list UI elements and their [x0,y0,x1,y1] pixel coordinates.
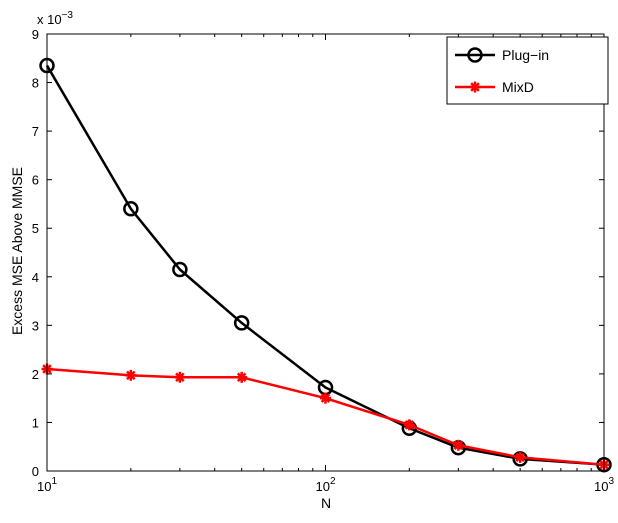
y-tick-label: 1 [32,415,39,430]
data-point-1 [320,392,331,404]
data-point-0 [172,261,188,278]
data-point-1 [174,371,186,383]
legend: Plug−in MixD [446,36,609,105]
legend-label-1: MixD [502,79,534,95]
y-tick-label: 7 [32,124,39,139]
data-point-1 [452,439,464,451]
x-tick-label: 102 [315,476,335,494]
y-tick-label: 6 [32,173,39,188]
data-point-1 [514,451,526,463]
y-tick-label: 4 [32,270,39,285]
y-axis-multiplier: x 10−3 [37,10,73,27]
legend-label-0: Plug−in [502,47,549,63]
y-tick-label: 3 [32,318,39,333]
data-point-0 [233,315,250,331]
x-tick-label: 103 [594,476,614,494]
y-tick-label: 2 [32,367,39,382]
x-tick-label: 101 [37,476,57,494]
y-tick-label: 9 [32,27,39,42]
legend-marker-0 [467,47,483,63]
y-tick-label: 8 [32,76,39,91]
legend-marker-1 [469,81,481,93]
x-axis-label: N [321,495,331,511]
y-axis-label: Excess MSE Above MMSE [9,167,25,335]
data-point-0 [123,201,139,217]
data-point-1 [125,369,137,381]
data-point-1 [403,419,415,431]
data-point-1 [236,371,248,383]
series-line-0 [45,64,605,466]
y-tick-label: 0 [32,464,39,479]
y-tick-label: 5 [32,221,39,236]
